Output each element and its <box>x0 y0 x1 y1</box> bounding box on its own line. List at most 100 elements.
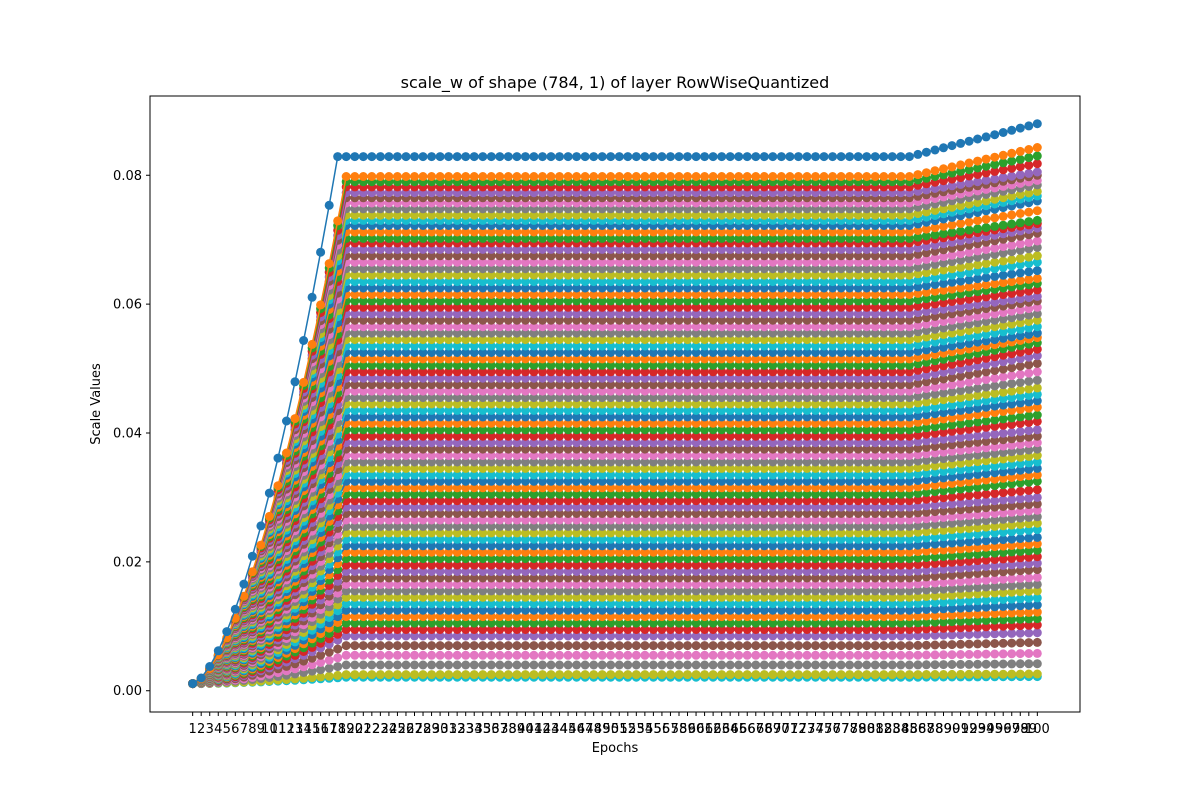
data-point <box>418 625 428 634</box>
data-point <box>921 631 931 640</box>
data-point <box>375 670 385 680</box>
data-point <box>427 618 437 628</box>
data-point <box>444 612 454 622</box>
data-point <box>452 612 462 622</box>
data-point <box>461 599 471 609</box>
data-point <box>811 625 820 634</box>
data-point <box>469 660 479 670</box>
data-point <box>452 670 462 680</box>
data-point <box>410 625 419 634</box>
data-point <box>836 599 846 609</box>
data-point <box>956 659 966 669</box>
data-point <box>375 599 385 609</box>
data-point <box>384 612 394 622</box>
data-point <box>691 631 701 641</box>
data-point <box>1032 367 1042 377</box>
data-point <box>973 596 983 606</box>
data-point <box>435 670 445 680</box>
data-point <box>512 612 522 622</box>
data-point <box>666 650 675 660</box>
data-point <box>392 599 402 609</box>
data-point <box>939 623 948 633</box>
data-point <box>956 639 966 649</box>
data-point <box>973 669 983 679</box>
data-point <box>904 612 914 622</box>
data-point <box>316 672 326 682</box>
data-point <box>375 660 385 670</box>
data-point <box>734 612 744 622</box>
data-point <box>998 638 1008 648</box>
data-point <box>427 612 437 622</box>
data-point <box>427 599 437 609</box>
data-point <box>572 618 582 628</box>
data-point <box>495 631 505 641</box>
data-point <box>904 605 914 615</box>
data-point <box>708 618 718 628</box>
data-point <box>1024 485 1034 495</box>
data-point <box>324 671 334 681</box>
data-point <box>486 612 496 622</box>
data-point <box>597 641 607 651</box>
data-point <box>887 612 897 622</box>
data-point <box>572 650 582 660</box>
data-point <box>563 599 573 609</box>
data-point <box>495 650 505 660</box>
data-point <box>725 599 735 609</box>
data-point <box>939 660 948 670</box>
data-point <box>981 602 991 612</box>
data-point <box>1007 659 1017 669</box>
data-point <box>427 631 437 641</box>
data-point <box>921 618 931 627</box>
data-point <box>845 650 855 660</box>
data-point <box>478 650 488 660</box>
data-point <box>555 605 564 615</box>
data-point <box>606 670 616 680</box>
data-point <box>1015 638 1025 648</box>
data-point <box>375 631 385 641</box>
data-point <box>648 618 658 628</box>
data-point <box>904 660 914 670</box>
data-point <box>640 625 650 634</box>
data-point <box>1007 669 1017 679</box>
data-point <box>734 641 744 651</box>
data-point <box>691 612 701 622</box>
data-point <box>597 612 607 622</box>
data-point <box>375 605 385 615</box>
data-point <box>341 641 351 651</box>
data-point <box>648 660 658 670</box>
data-point <box>998 488 1008 498</box>
data-point <box>307 673 317 683</box>
data-point <box>410 599 419 609</box>
data-point <box>401 612 411 622</box>
data-point <box>964 669 974 679</box>
data-point <box>998 669 1008 679</box>
data-point <box>1024 384 1034 394</box>
data-point <box>725 650 735 660</box>
data-point <box>887 625 897 634</box>
data-point <box>870 618 880 628</box>
data-point <box>1024 600 1034 610</box>
data-point <box>964 616 974 626</box>
data-point <box>529 641 539 651</box>
data-point <box>973 609 983 619</box>
data-point <box>879 625 889 634</box>
data-point <box>657 641 667 651</box>
data-point <box>427 670 437 680</box>
data-point <box>853 599 863 609</box>
data-point <box>921 598 931 608</box>
data-point <box>512 599 522 609</box>
data-point <box>853 618 863 628</box>
data-point <box>725 612 735 622</box>
data-point <box>572 631 582 641</box>
data-point <box>776 631 786 641</box>
data-point <box>862 599 872 609</box>
data-point <box>657 612 667 622</box>
data-point <box>401 641 411 651</box>
data-point <box>862 612 872 622</box>
data-point <box>700 618 710 628</box>
data-point <box>538 631 547 641</box>
data-point <box>418 612 428 622</box>
data-point <box>1032 572 1042 582</box>
data-point <box>691 605 701 615</box>
data-point <box>461 631 471 641</box>
